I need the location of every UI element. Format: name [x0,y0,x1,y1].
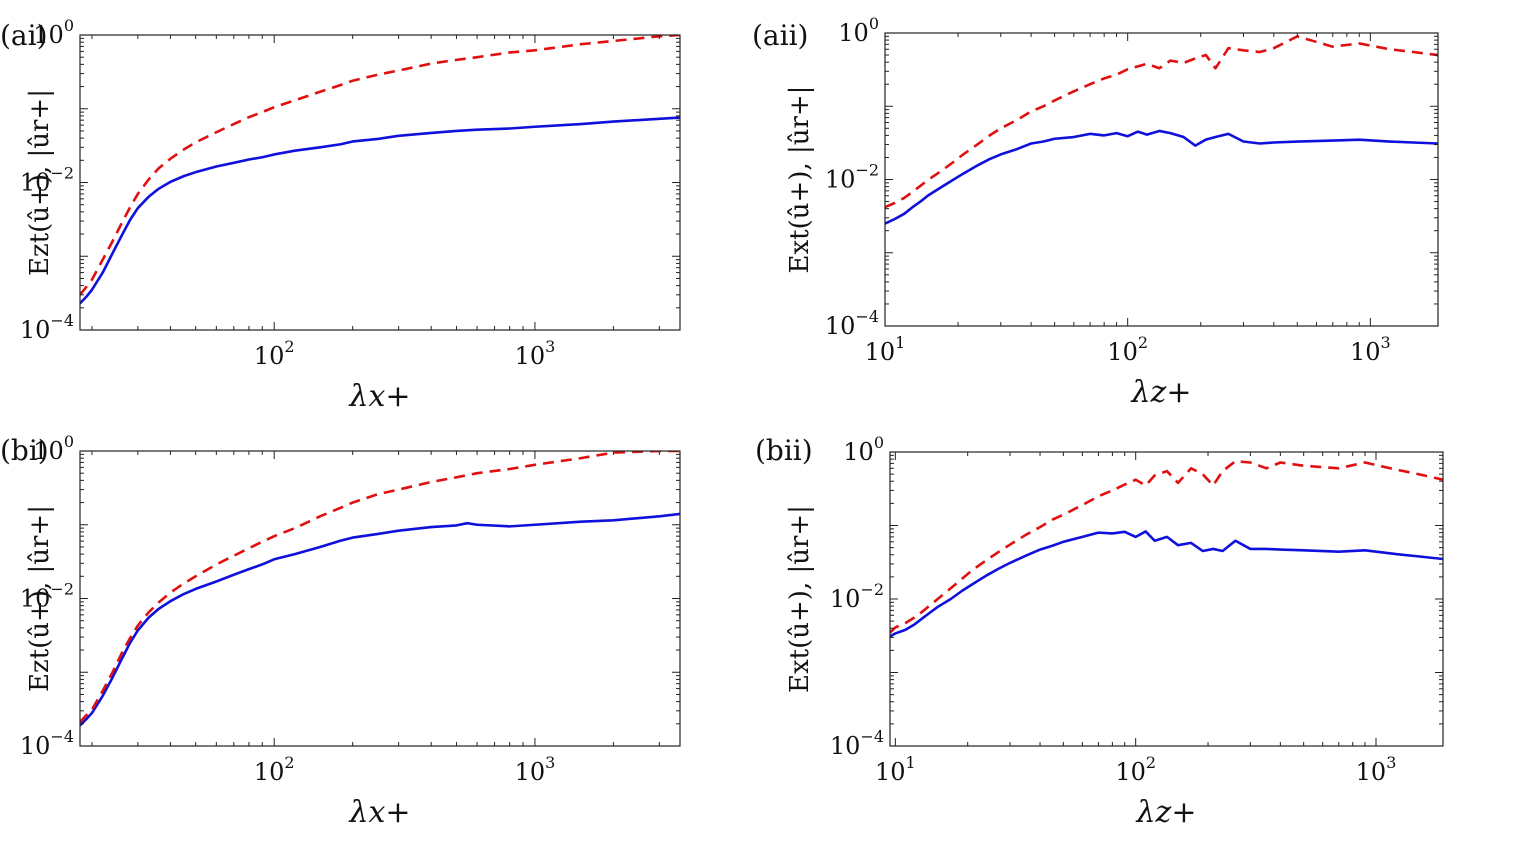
minor-ticks [890,451,1443,747]
x-axis-label: λz+ [1136,795,1197,830]
y-axis-label: Ezt(û+), |ûr+| [25,89,55,276]
series-solid-line [80,512,680,727]
y-tick-label: 100 [33,16,74,49]
x-tick-label: 103 [1350,333,1391,366]
panel-label: (aii) [752,19,808,52]
x-tick-label: 102 [1115,753,1156,786]
x-tick-label: 103 [1356,753,1397,786]
y-tick-label: 10−2 [20,580,74,613]
chart-aii: 101 102 103 10−4 10−2 100 (aii) λz+ Ext(û+), |ûr… [752,14,1439,410]
series-solid-line [890,530,1443,638]
x-axis-label: λx+ [348,795,410,830]
chart-bii: 101 102 103 10−4 10−2 100 (bii) λz+ Ext(û+), |ûr… [755,433,1444,830]
y-tick-label: 10−4 [20,727,74,760]
series-solid-line [885,129,1438,225]
x-tick-label: 102 [254,753,295,786]
x-tick-label: 102 [254,337,295,370]
panel-label: (bii) [755,434,813,467]
panel-label: (bi) [0,434,49,467]
axes-frame [884,32,1439,327]
x-tick-label: 103 [515,337,556,370]
y-tick-label: 100 [838,14,879,47]
y-tick-label: 10−2 [830,580,884,613]
y-axis-label: Ext(û+), |ûr+| [785,505,815,693]
y-tick-label: 10−4 [825,307,879,340]
minor-ticks [80,450,680,747]
x-tick-label: 102 [1107,333,1148,366]
x-tick-label: 101 [875,753,916,786]
y-axis-label: Ext(û+), |ûr+| [785,86,815,274]
axes-frame [79,450,681,747]
series-dashed-line [885,35,1438,209]
y-tick-label: 100 [843,433,884,466]
axes-frame [889,451,1444,747]
minor-ticks [884,32,1438,327]
x-tick-label: 103 [515,753,556,786]
x-axis-label: λz+ [1131,375,1192,410]
x-tick-label: 101 [865,333,906,366]
series-dashed-line [890,459,1443,634]
y-tick-label: 100 [33,432,74,465]
y-axis-label: Ezt(û+), |ûr+| [25,505,55,692]
minor-ticks [80,34,680,331]
x-axis-label: λx+ [348,379,410,414]
series-dashed-line [80,451,680,724]
panel-label: (ai) [0,19,48,52]
series-solid-line [80,116,680,305]
series-dashed-line [80,35,680,296]
chart-ai: 102 103 10−4 10−2 100(ai) λx+ Ezt(û+), |ûr+| [0,16,681,414]
y-tick-label: 10−2 [825,161,879,194]
y-tick-label: 10−4 [830,727,884,760]
y-tick-label: 10−4 [20,311,74,344]
chart-bi: 102 103 10−4 10−2 100(bi) λx+ Ezt(û+), |ûr+| [0,432,681,830]
y-tick-label: 10−2 [20,164,74,197]
